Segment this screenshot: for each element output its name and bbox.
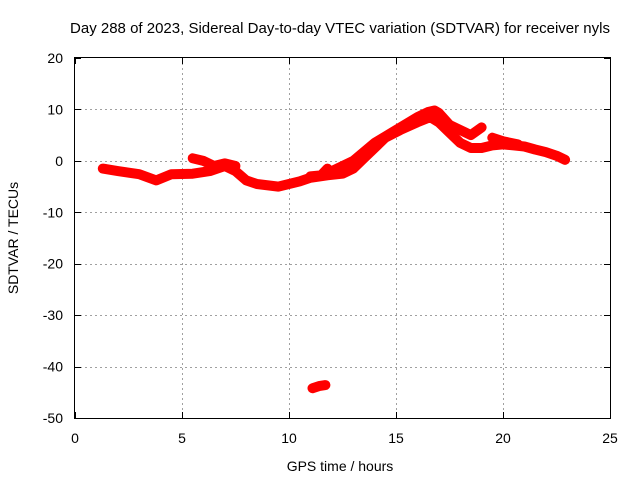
series-SDTVAR-secondary-1	[187, 153, 241, 171]
y-axis-tick-labels: 20 10 0 -10 -20 -30 -40 -50	[43, 50, 63, 426]
y-tick-label: 0	[55, 153, 63, 169]
series-SDTVAR-secondary-2	[305, 163, 333, 182]
x-tick-label: 0	[71, 430, 79, 446]
y-tick-label: -50	[43, 410, 63, 426]
y-axis-label: SDTVAR / TECUs	[5, 182, 21, 294]
data-series	[97, 105, 571, 394]
x-tick-label: 5	[178, 430, 186, 446]
x-tick-label: 15	[388, 430, 404, 446]
series-SDTVAR-late-branch	[487, 132, 523, 150]
y-tick-label: -20	[43, 256, 63, 272]
y-tick-label: -30	[43, 307, 63, 323]
series-SDTVAR-outlier	[307, 380, 331, 394]
axis-ticks	[75, 58, 611, 419]
chart-title: Day 288 of 2023, Sidereal Day-to-day VTE…	[70, 20, 610, 37]
plot-frame	[74, 57, 611, 419]
y-tick-label: -10	[43, 204, 63, 220]
series-SDTVAR-main	[97, 112, 571, 192]
x-axis-tick-labels: 0 5 10 15 20 25	[71, 430, 618, 446]
grid-lines	[75, 58, 610, 418]
y-tick-label: 10	[47, 101, 63, 117]
x-tick-label: 25	[602, 430, 618, 446]
series-SDTVAR-upper-branch	[326, 105, 487, 177]
x-axis-label: GPS time / hours	[287, 458, 394, 474]
y-tick-label: -40	[43, 359, 63, 375]
x-tick-label: 20	[495, 430, 511, 446]
x-tick-label: 10	[281, 430, 297, 446]
y-tick-label: 20	[47, 50, 63, 66]
